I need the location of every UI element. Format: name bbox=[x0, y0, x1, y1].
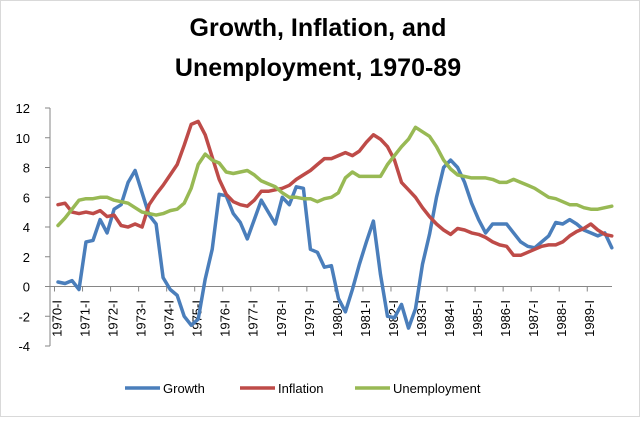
chart-title: Growth, Inflation, and bbox=[190, 14, 447, 42]
series-line bbox=[56, 119, 614, 258]
legend-label: Growth bbox=[163, 381, 205, 396]
x-tick-label: 1972-I bbox=[106, 300, 121, 337]
y-tick-label: 12 bbox=[16, 101, 30, 116]
x-tick-label: 1977-I bbox=[246, 300, 261, 337]
x-tick-label: 1988-I bbox=[554, 300, 569, 337]
y-tick-label: 6 bbox=[23, 190, 30, 205]
x-tick-label: 1976-I bbox=[218, 300, 233, 337]
y-tick-label: -2 bbox=[18, 309, 30, 324]
x-tick-label: 1984-I bbox=[442, 300, 457, 337]
x-tick-label: 1980-I bbox=[330, 300, 345, 337]
series-line bbox=[56, 158, 614, 330]
x-tick-label: 1974-I bbox=[162, 300, 177, 337]
y-tick-label: 0 bbox=[23, 280, 30, 295]
x-tick-label: 1978-I bbox=[274, 300, 289, 337]
legend-label: Inflation bbox=[278, 381, 324, 396]
x-tick-label: 1971-I bbox=[77, 300, 92, 337]
y-tick-label: 10 bbox=[16, 131, 30, 146]
x-tick-label: 1979-I bbox=[302, 300, 317, 337]
x-tick-label: 1987-I bbox=[526, 300, 541, 337]
legend-label: Unemployment bbox=[393, 381, 481, 396]
y-tick-label: 4 bbox=[23, 220, 30, 235]
y-tick-label: 2 bbox=[23, 250, 30, 265]
x-tick-label: 1970-I bbox=[49, 300, 64, 337]
x-tick-label: 1973-I bbox=[134, 300, 149, 337]
x-tick-label: 1981-I bbox=[358, 300, 373, 337]
y-tick-label: -4 bbox=[18, 339, 30, 354]
x-tick-label: 1989-I bbox=[582, 300, 597, 337]
series-line bbox=[56, 125, 614, 228]
y-tick-label: 8 bbox=[23, 161, 30, 176]
x-tick-label: 1985-I bbox=[470, 300, 485, 337]
x-tick-label: 1983-I bbox=[414, 300, 429, 337]
chart-title: Unemployment, 1970-89 bbox=[175, 54, 461, 82]
x-tick-label: 1986-I bbox=[498, 300, 513, 337]
